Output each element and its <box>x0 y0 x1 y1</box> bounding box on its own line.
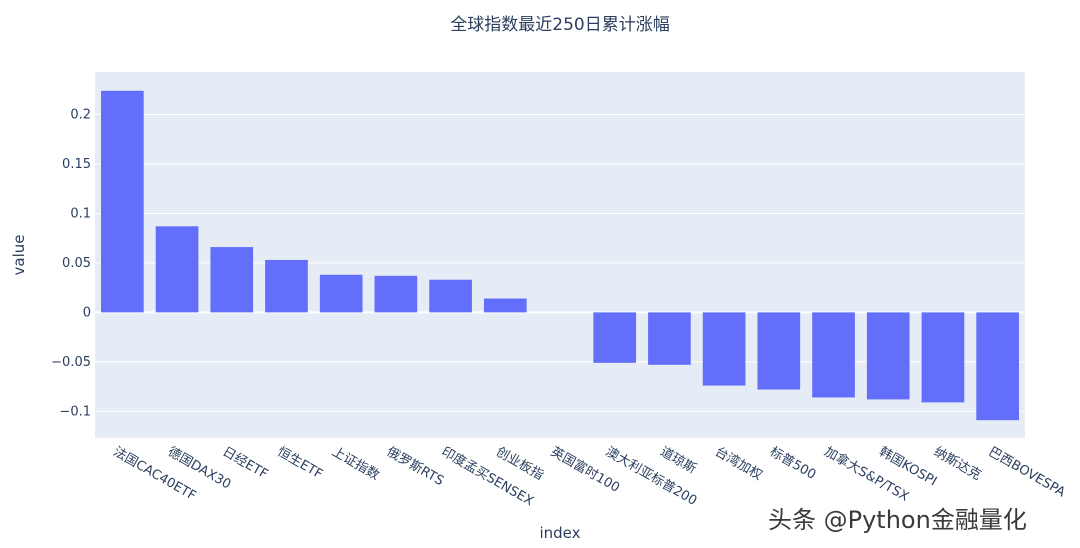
y-tick-label: 0.05 <box>62 256 91 271</box>
x-tick-label: 上证指数 <box>329 444 382 483</box>
watermark: 头条 @Python金融量化 <box>768 506 1027 534</box>
bars <box>101 90 1019 421</box>
y-tick-label: −0.1 <box>59 404 91 419</box>
bar <box>648 312 691 365</box>
bar <box>155 226 199 313</box>
y-tick-label: −0.05 <box>51 355 91 370</box>
y-tick-label: 0.1 <box>70 206 91 221</box>
bar <box>210 247 254 313</box>
y-tick-label: 0.15 <box>62 157 91 172</box>
chart-title: 全球指数最近250日累计涨幅 <box>450 15 669 35</box>
x-tick-label: 澳大利亚标普200 <box>603 444 700 509</box>
bar <box>374 275 418 313</box>
y-tick-label: 0.2 <box>70 108 91 123</box>
y-axis-label: value <box>10 235 28 276</box>
bar <box>483 298 527 313</box>
x-tick-label: 道琼斯 <box>657 444 698 476</box>
bar <box>866 312 910 400</box>
x-tick-label: 巴西BOVESPA <box>986 444 1068 500</box>
bar <box>976 312 1019 421</box>
x-tick-label: 印度孟买SENSEX <box>439 444 537 510</box>
bar <box>319 274 363 313</box>
bar <box>429 279 472 313</box>
bar <box>702 312 746 386</box>
y-tick-label: 0 <box>83 305 91 320</box>
bar <box>101 90 144 313</box>
x-tick-label: 标普500 <box>767 444 819 482</box>
bar <box>593 312 637 363</box>
x-tick-label: 纳斯达克 <box>931 444 984 483</box>
x-tick-label: 台湾加权 <box>712 444 765 484</box>
x-tick-label: 俄罗斯RTS <box>384 444 446 489</box>
bar <box>757 312 801 390</box>
y-axis-ticks: −0.1 −0.05 0 0.05 0.1 0.15 0.2 <box>51 108 91 420</box>
bar <box>812 312 855 398</box>
x-axis-label: index <box>539 524 580 542</box>
bar <box>921 312 965 403</box>
bar <box>265 259 308 313</box>
x-tick-label: 恒生ETF <box>274 444 324 482</box>
